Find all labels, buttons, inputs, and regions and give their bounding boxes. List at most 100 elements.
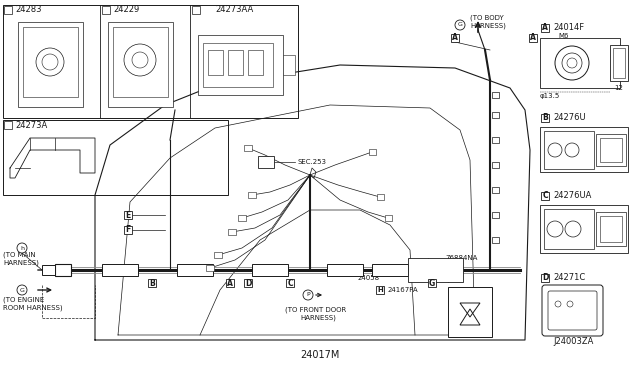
Text: M6: M6 xyxy=(558,33,568,39)
Circle shape xyxy=(42,54,58,70)
Circle shape xyxy=(555,301,561,307)
Circle shape xyxy=(36,48,64,76)
FancyBboxPatch shape xyxy=(83,77,88,89)
FancyBboxPatch shape xyxy=(4,6,12,14)
FancyBboxPatch shape xyxy=(541,274,549,282)
Circle shape xyxy=(567,58,577,68)
Text: G: G xyxy=(5,122,11,128)
Text: (TO MAIN: (TO MAIN xyxy=(3,252,36,258)
Text: 24014F: 24014F xyxy=(553,23,584,32)
FancyBboxPatch shape xyxy=(377,194,384,200)
FancyBboxPatch shape xyxy=(283,55,295,75)
Text: F: F xyxy=(125,225,131,234)
FancyBboxPatch shape xyxy=(248,192,256,198)
FancyBboxPatch shape xyxy=(55,264,71,276)
FancyBboxPatch shape xyxy=(244,279,252,287)
Text: 24283: 24283 xyxy=(15,6,42,15)
Text: A: A xyxy=(452,33,458,42)
Text: A: A xyxy=(542,23,548,32)
FancyBboxPatch shape xyxy=(613,48,625,78)
FancyBboxPatch shape xyxy=(448,287,492,337)
Text: P: P xyxy=(306,292,310,298)
FancyBboxPatch shape xyxy=(113,27,168,97)
Text: (TO FRONT DOOR: (TO FRONT DOOR xyxy=(285,307,346,313)
FancyBboxPatch shape xyxy=(428,279,436,287)
Text: J24003ZA: J24003ZA xyxy=(553,337,593,346)
Text: 24229: 24229 xyxy=(113,6,140,15)
FancyBboxPatch shape xyxy=(542,285,603,336)
Text: A: A xyxy=(227,279,233,288)
Circle shape xyxy=(17,285,27,295)
Text: 24058: 24058 xyxy=(358,275,380,281)
Text: C: C xyxy=(542,192,548,201)
FancyBboxPatch shape xyxy=(548,291,597,330)
FancyBboxPatch shape xyxy=(248,50,263,75)
Circle shape xyxy=(124,44,156,76)
FancyBboxPatch shape xyxy=(103,42,108,57)
Text: G: G xyxy=(429,279,435,288)
Text: E: E xyxy=(6,7,10,13)
FancyBboxPatch shape xyxy=(244,145,252,151)
Text: H: H xyxy=(193,7,199,13)
FancyBboxPatch shape xyxy=(529,34,537,42)
FancyBboxPatch shape xyxy=(541,114,549,122)
FancyBboxPatch shape xyxy=(376,286,384,294)
FancyBboxPatch shape xyxy=(540,127,628,172)
Text: 24276UA: 24276UA xyxy=(553,192,591,201)
Text: 24273AA: 24273AA xyxy=(215,6,253,15)
FancyBboxPatch shape xyxy=(3,120,228,195)
FancyBboxPatch shape xyxy=(124,226,132,234)
Circle shape xyxy=(567,301,573,307)
Text: 76884NA: 76884NA xyxy=(445,255,477,261)
FancyBboxPatch shape xyxy=(600,216,622,242)
FancyBboxPatch shape xyxy=(492,92,499,98)
FancyBboxPatch shape xyxy=(492,162,499,168)
FancyBboxPatch shape xyxy=(13,37,18,49)
Text: H: H xyxy=(377,287,383,293)
Circle shape xyxy=(548,143,562,157)
Text: (TO ENGINE: (TO ENGINE xyxy=(3,297,44,303)
Text: (TO BODY: (TO BODY xyxy=(470,15,504,21)
Text: 12: 12 xyxy=(614,85,623,91)
Circle shape xyxy=(562,53,582,73)
FancyBboxPatch shape xyxy=(206,265,214,271)
FancyBboxPatch shape xyxy=(228,229,236,235)
FancyBboxPatch shape xyxy=(596,212,626,246)
Circle shape xyxy=(303,290,313,300)
Circle shape xyxy=(555,46,589,80)
FancyBboxPatch shape xyxy=(214,252,222,258)
FancyBboxPatch shape xyxy=(544,131,594,169)
Text: 24276U: 24276U xyxy=(553,113,586,122)
FancyBboxPatch shape xyxy=(198,35,283,95)
FancyBboxPatch shape xyxy=(118,85,163,97)
FancyBboxPatch shape xyxy=(102,264,138,276)
Text: h: h xyxy=(20,246,24,250)
FancyBboxPatch shape xyxy=(492,137,499,143)
Circle shape xyxy=(565,221,581,237)
FancyBboxPatch shape xyxy=(226,279,234,287)
FancyBboxPatch shape xyxy=(108,22,173,107)
FancyBboxPatch shape xyxy=(541,24,549,32)
FancyBboxPatch shape xyxy=(327,264,363,276)
Text: 24017M: 24017M xyxy=(300,350,340,360)
FancyBboxPatch shape xyxy=(451,34,459,42)
FancyBboxPatch shape xyxy=(492,112,499,118)
Text: SEC.253: SEC.253 xyxy=(297,159,326,165)
FancyBboxPatch shape xyxy=(203,43,273,87)
Text: A: A xyxy=(530,33,536,42)
FancyBboxPatch shape xyxy=(148,279,156,287)
Text: B: B xyxy=(149,279,155,288)
FancyBboxPatch shape xyxy=(492,187,499,193)
Text: F: F xyxy=(104,7,108,13)
Text: φ13.5: φ13.5 xyxy=(540,93,560,99)
FancyBboxPatch shape xyxy=(83,37,88,49)
Text: B: B xyxy=(542,113,548,122)
FancyBboxPatch shape xyxy=(102,6,110,14)
FancyBboxPatch shape xyxy=(286,279,294,287)
Circle shape xyxy=(547,221,563,237)
Text: D: D xyxy=(245,279,251,288)
FancyBboxPatch shape xyxy=(252,264,288,276)
FancyBboxPatch shape xyxy=(372,264,408,276)
FancyBboxPatch shape xyxy=(541,192,549,200)
Text: E: E xyxy=(125,211,131,219)
